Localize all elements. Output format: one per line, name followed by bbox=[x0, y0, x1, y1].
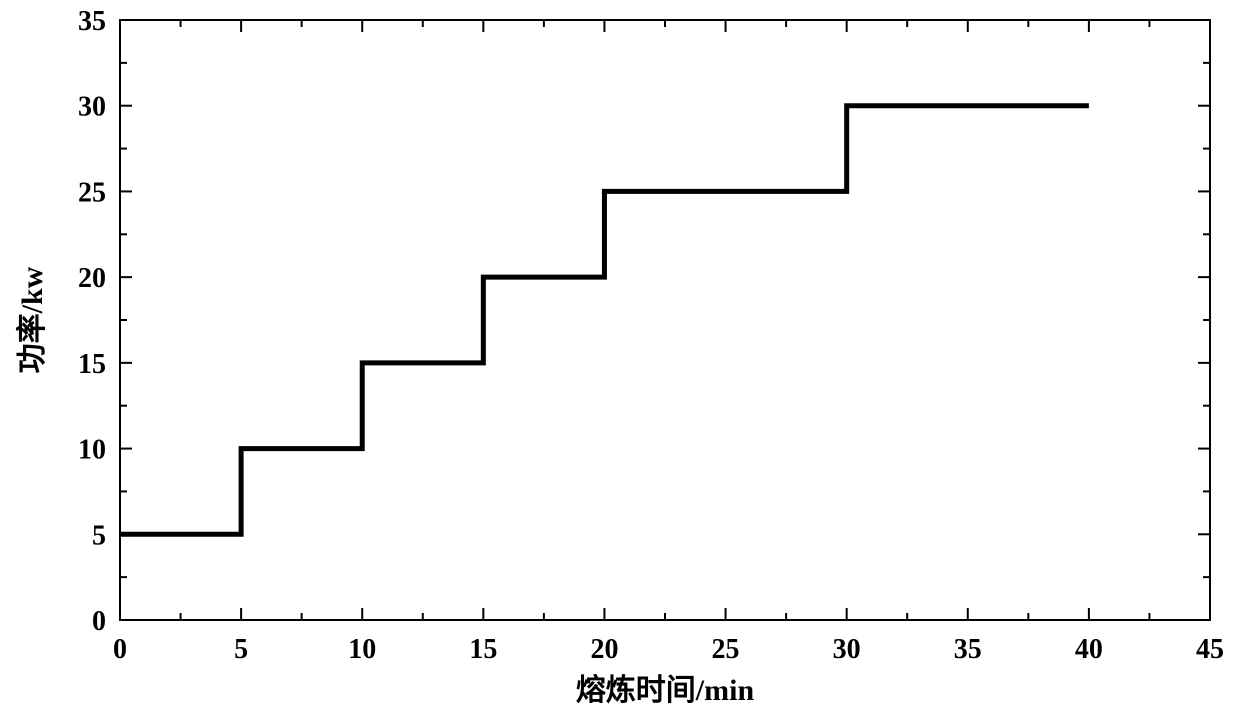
svg-text:25: 25 bbox=[712, 634, 740, 665]
svg-text:25: 25 bbox=[78, 177, 106, 208]
svg-text:0: 0 bbox=[92, 606, 106, 637]
svg-text:5: 5 bbox=[92, 520, 106, 551]
svg-text:15: 15 bbox=[469, 634, 497, 665]
svg-text:5: 5 bbox=[234, 634, 248, 665]
step-chart: 0 5 10 15 20 25 30 35 40 45 0 5 10 15 20 25 30 35 熔炼时间/min… bbox=[0, 0, 1240, 728]
svg-text:20: 20 bbox=[78, 263, 106, 294]
svg-text:45: 45 bbox=[1196, 634, 1224, 665]
svg-text:10: 10 bbox=[348, 634, 376, 665]
x-axis-label: 熔炼时间/min bbox=[576, 673, 755, 707]
svg-text:40: 40 bbox=[1075, 634, 1103, 665]
svg-text:35: 35 bbox=[954, 634, 982, 665]
chart-container: 0 5 10 15 20 25 30 35 40 45 0 5 10 15 20 25 30 35 熔炼时间/min… bbox=[0, 0, 1240, 728]
y-axis-label: 功率/kw bbox=[16, 266, 49, 373]
svg-text:10: 10 bbox=[78, 435, 106, 466]
svg-text:0: 0 bbox=[113, 634, 127, 665]
svg-text:30: 30 bbox=[78, 92, 106, 123]
svg-text:15: 15 bbox=[78, 349, 106, 380]
svg-text:20: 20 bbox=[590, 634, 618, 665]
svg-text:30: 30 bbox=[833, 634, 861, 665]
svg-text:35: 35 bbox=[78, 6, 106, 37]
